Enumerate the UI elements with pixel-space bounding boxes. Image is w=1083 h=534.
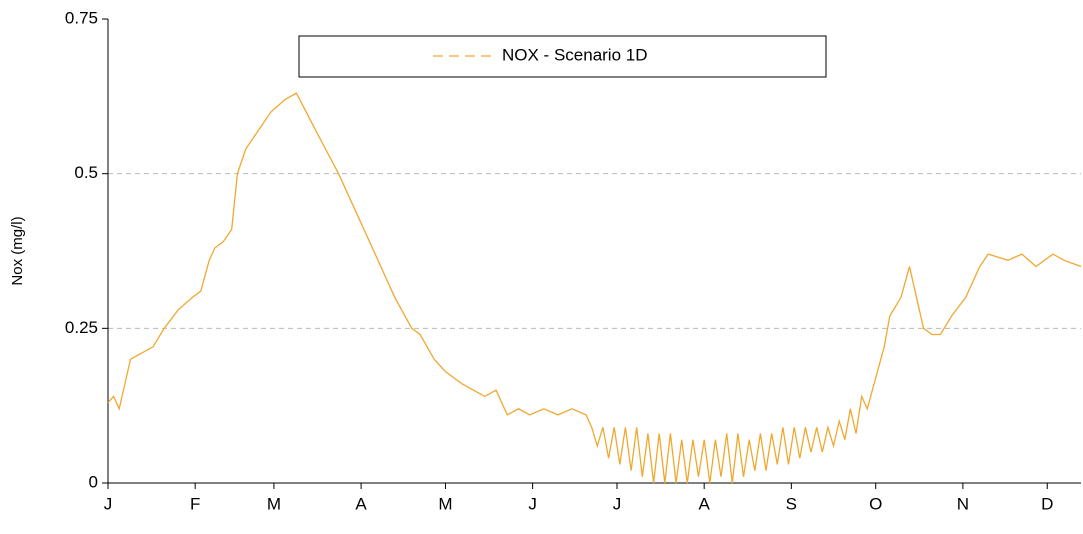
x-tick-label: J	[613, 494, 622, 513]
x-tick-label: A	[355, 494, 367, 513]
x-tick-label: M	[267, 494, 281, 513]
y-tick-label: 0.5	[74, 163, 98, 182]
y-tick-label: 0.25	[65, 318, 98, 337]
x-tick-label: J	[104, 494, 113, 513]
x-tick-label: A	[699, 494, 711, 513]
x-tick-label: J	[528, 494, 537, 513]
x-tick-label: F	[190, 494, 200, 513]
y-tick-label: 0.75	[65, 8, 98, 27]
y-tick-label: 0	[89, 472, 98, 491]
x-tick-label: N	[957, 494, 969, 513]
legend-box	[298, 35, 827, 78]
data-line	[107, 92, 1082, 484]
x-tick-label: S	[786, 494, 797, 513]
x-tick-label: D	[1041, 494, 1053, 513]
legend-label: NOX - Scenario 1D	[502, 45, 648, 64]
x-tick-label: O	[869, 494, 882, 513]
y-axis-label: Nox (mg/l)	[9, 216, 26, 285]
x-tick-label: M	[438, 494, 452, 513]
